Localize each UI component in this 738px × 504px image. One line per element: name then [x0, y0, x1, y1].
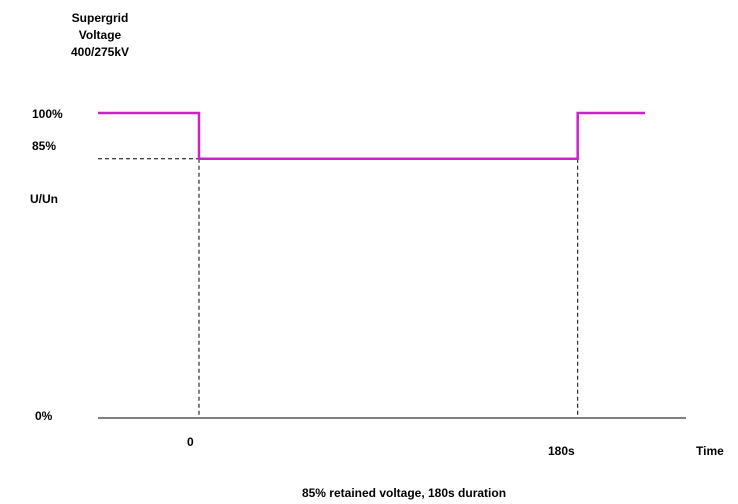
y-tick-100: 100% [32, 107, 63, 121]
chart-caption: 85% retained voltage, 180s duration [302, 486, 506, 500]
plot-layer [98, 111, 645, 418]
title-line-1: Supergrid [72, 11, 129, 25]
x-axis-label: Time [696, 444, 724, 458]
y-axis-label: U/Un [30, 192, 58, 206]
x-tick-180s: 180s [548, 444, 575, 458]
title-line-3: 400/275kV [71, 45, 129, 59]
y-tick-85: 85% [32, 139, 56, 153]
series-line-0 [98, 111, 645, 160]
title-line-2: Voltage [79, 28, 122, 42]
x-tick-0: 0 [187, 435, 194, 449]
y-tick-0: 0% [35, 409, 53, 423]
